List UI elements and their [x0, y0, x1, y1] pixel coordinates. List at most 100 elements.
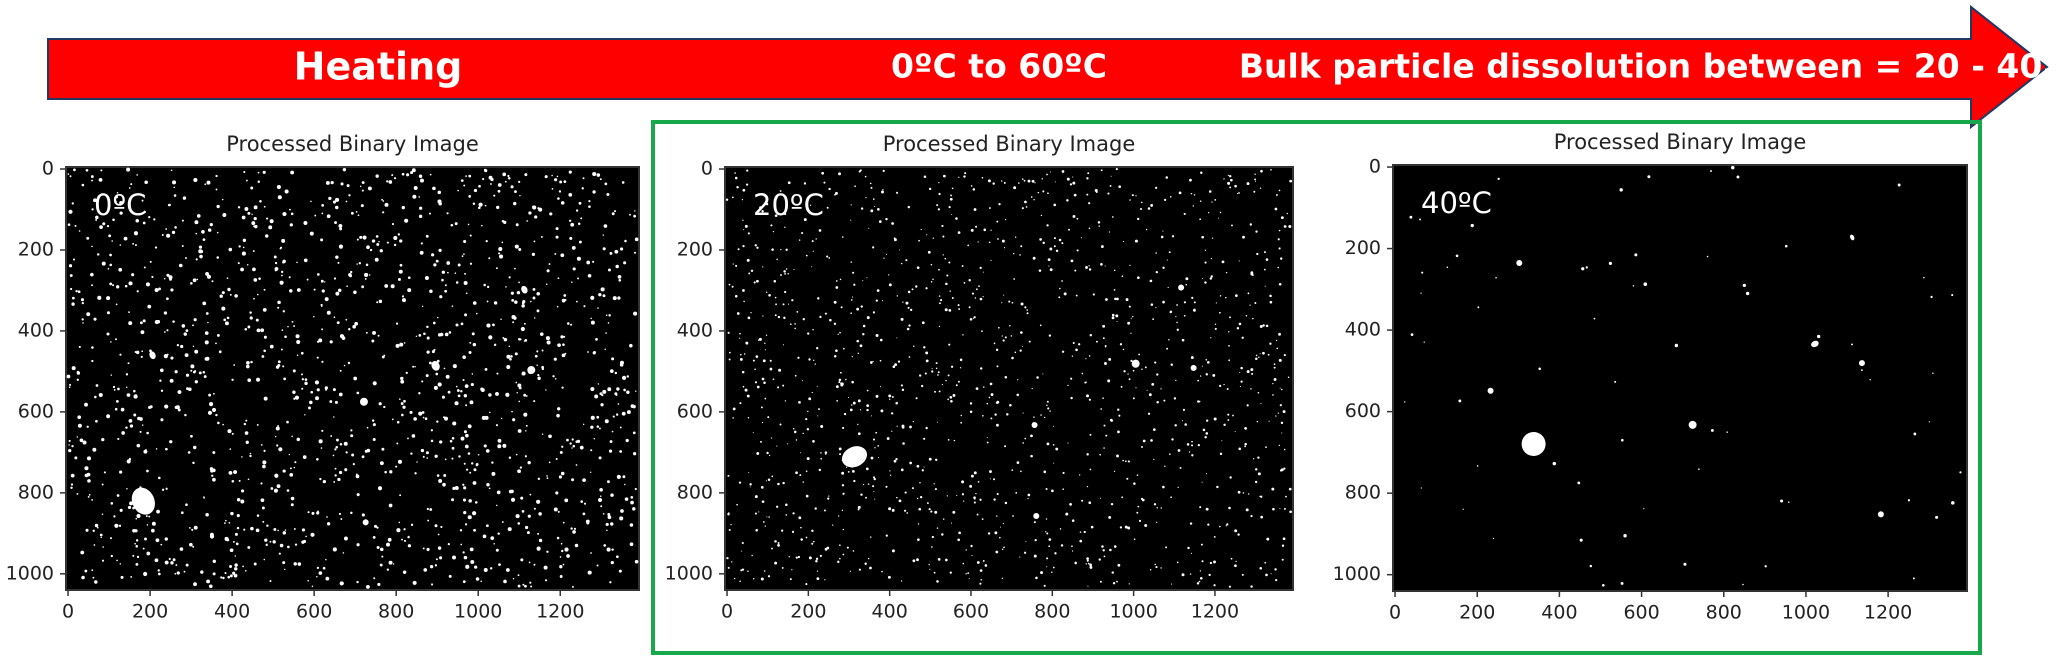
particle: [1281, 544, 1285, 547]
particle: [919, 495, 923, 499]
particle: [1113, 470, 1116, 473]
particle: [181, 219, 184, 222]
speckle: [66, 167, 639, 589]
particle: [559, 180, 563, 184]
particle: [1122, 459, 1125, 462]
particle: [927, 250, 931, 254]
particle: [850, 312, 852, 315]
particle: [361, 285, 365, 289]
particle: [359, 185, 362, 188]
particle: [510, 489, 514, 494]
particle: [119, 508, 123, 512]
particle: [356, 580, 359, 584]
particle: [569, 236, 573, 240]
particle: [849, 408, 853, 412]
particle: [91, 284, 94, 287]
particle: [274, 435, 277, 438]
particle: [418, 334, 422, 337]
particle: [1476, 465, 1479, 467]
particle: [231, 479, 235, 483]
particle: [418, 411, 423, 416]
particle: [443, 367, 446, 370]
particle: [232, 571, 236, 575]
particle: [727, 331, 730, 334]
particle: [895, 457, 898, 461]
particle: [1004, 376, 1008, 379]
particle: [839, 557, 841, 560]
particle: [318, 338, 323, 343]
particle: [160, 543, 163, 546]
particle: [1219, 384, 1222, 388]
particle: [961, 493, 965, 496]
particle: [896, 295, 899, 297]
particle: [116, 191, 119, 194]
particle: [944, 257, 947, 260]
particle: [517, 429, 522, 433]
particle: [728, 528, 731, 531]
particle: [1234, 294, 1238, 298]
particle: [1267, 353, 1270, 356]
particle: [468, 499, 472, 503]
particle: [1257, 391, 1260, 394]
particle: [410, 452, 413, 455]
particle: [477, 454, 480, 456]
particle: [229, 565, 233, 568]
particle: [496, 504, 498, 507]
x-tick-label: 0: [721, 601, 733, 623]
particle: [338, 223, 343, 228]
particle: [391, 174, 394, 177]
particle: [970, 544, 973, 548]
particle: [749, 486, 751, 488]
particle: [334, 400, 338, 404]
particle: [263, 335, 267, 339]
particle: [1053, 203, 1057, 207]
particle: [336, 321, 340, 325]
particle: [136, 174, 138, 176]
particle: [1237, 533, 1240, 536]
particle: [1244, 427, 1247, 430]
particle: [1117, 563, 1121, 567]
particle: [1131, 194, 1134, 197]
particle: [136, 443, 141, 448]
particle: [169, 440, 173, 444]
particle: [1182, 408, 1186, 411]
particle: [1183, 314, 1186, 317]
particle: [234, 568, 237, 571]
particle: [548, 434, 552, 439]
x-tick-label: 1200: [1864, 602, 1912, 624]
particle: [497, 444, 502, 449]
particle: [488, 393, 492, 397]
particle: [429, 565, 434, 569]
particle: [1150, 439, 1153, 442]
particle: [947, 438, 950, 441]
particle: [1174, 424, 1177, 427]
y-tick-label: 1000: [1333, 563, 1381, 585]
particle: [1202, 428, 1206, 432]
particle: [541, 367, 545, 371]
particle: [250, 360, 253, 364]
particle: [321, 289, 325, 293]
particle: [463, 253, 465, 255]
particle: [1088, 268, 1092, 271]
particle: [222, 423, 224, 426]
particle: [917, 523, 920, 525]
particle: [622, 375, 627, 380]
particle: [858, 170, 861, 173]
particle: [1255, 354, 1258, 357]
particle: [981, 330, 983, 333]
particle: [389, 470, 393, 474]
particle: [438, 202, 442, 206]
particle: [738, 337, 741, 339]
particle: [184, 257, 187, 259]
particle: [238, 479, 241, 482]
particle: [785, 503, 788, 507]
particle: [775, 505, 779, 508]
particle: [517, 383, 522, 388]
particle: [1003, 546, 1005, 549]
particle: [178, 263, 183, 268]
particle: [489, 411, 491, 414]
particle: [1040, 214, 1043, 217]
particle: [770, 224, 773, 227]
particle: [318, 439, 323, 444]
particle: [1134, 239, 1138, 243]
